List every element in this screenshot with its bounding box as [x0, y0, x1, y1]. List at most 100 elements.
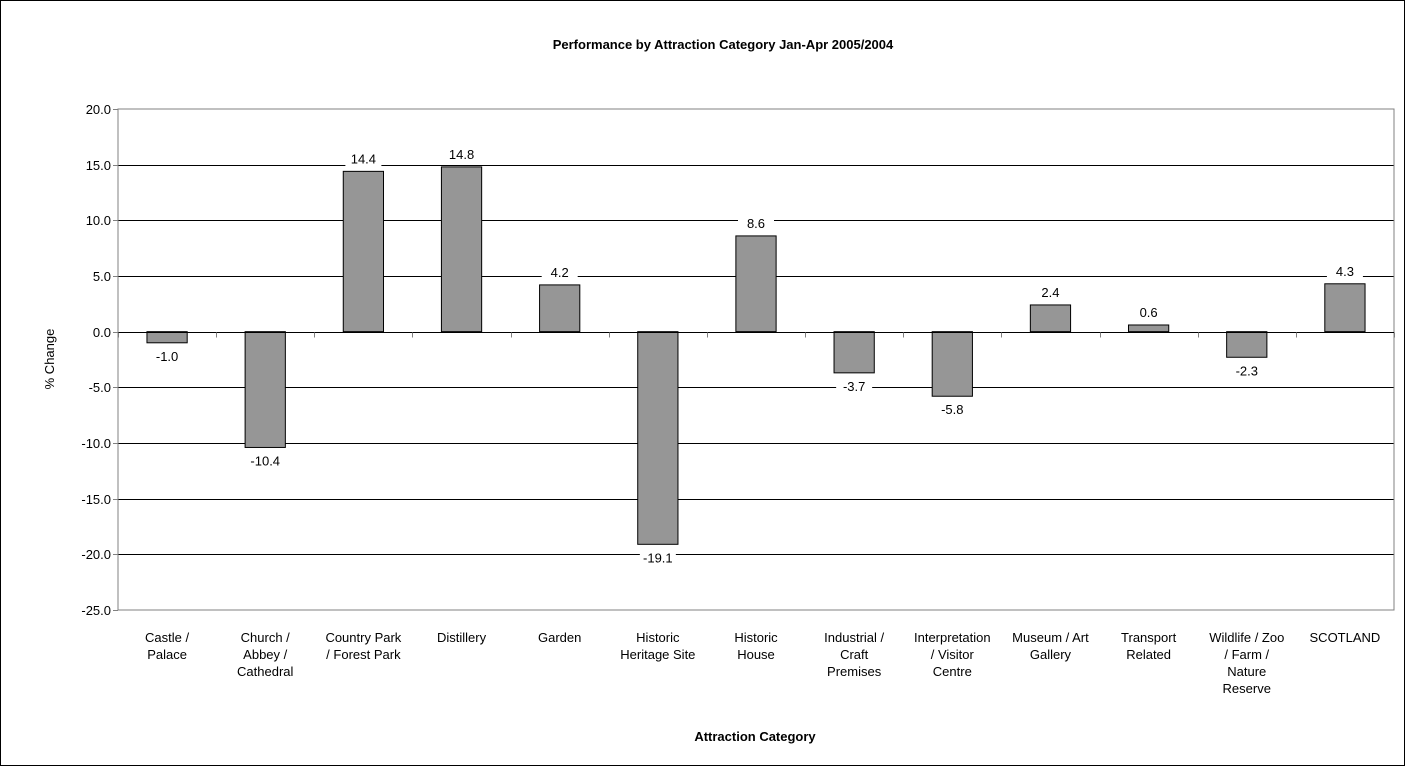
bar [1029, 304, 1072, 333]
category-label-line: / Forest Park [326, 647, 401, 662]
bar [931, 331, 973, 397]
category-label-line: Industrial / [824, 630, 884, 645]
category-label-line: Transport [1121, 630, 1177, 645]
data-label-bg [443, 145, 480, 163]
y-tick-label: 0.0 [93, 325, 111, 340]
bar [244, 331, 286, 448]
data-label-bg [247, 452, 284, 470]
category-label: Castle / Palace [145, 630, 189, 662]
category-label-line: Distillery [437, 630, 487, 645]
category-label: Museum / Art Gallery [1012, 630, 1089, 662]
x-axis-title: Attraction Category [694, 729, 816, 744]
category-label: Historic Heritage Site [620, 630, 695, 662]
data-label: -2.3 [1236, 363, 1258, 378]
category-label-line: Palace [147, 647, 187, 662]
category-label-line: / Visitor [931, 647, 975, 662]
data-label: 4.3 [1336, 264, 1354, 279]
bars [146, 166, 1366, 545]
category-label-line: Gallery [1030, 647, 1072, 662]
data-label: 14.8 [449, 147, 474, 162]
data-label: -3.7 [843, 379, 865, 394]
chart-title: Performance by Attraction Category Jan-A… [553, 37, 894, 52]
category-label-line: Country Park [325, 630, 401, 645]
data-label-bg [836, 377, 873, 395]
bar [440, 166, 483, 333]
data-label-bg [1228, 362, 1265, 380]
category-label: Industrial / Craft Premises [824, 630, 884, 679]
category-label-line: Garden [538, 630, 581, 645]
y-tick-label: -10.0 [81, 436, 111, 451]
bar [1127, 324, 1170, 333]
category-label-line: Heritage Site [620, 647, 695, 662]
category-label-line: Historic [636, 630, 680, 645]
y-tick-labels: 20.0 15.0 10.0 5.0 0.0 -5.0 -10.0 -15.0 -20.0 -25… [81, 102, 111, 618]
y-tick-label: -15.0 [81, 492, 111, 507]
bar [833, 331, 875, 374]
y-axis-title: % Change [42, 329, 57, 390]
category-label: SCOTLAND [1310, 630, 1381, 645]
bar [539, 284, 581, 333]
category-label-line: Premises [827, 664, 882, 679]
category-label: Garden [538, 630, 581, 645]
data-label-bg [541, 263, 578, 281]
category-label-line: Wildlife / Zoo [1209, 630, 1284, 645]
category-label-line: Nature [1227, 664, 1266, 679]
data-label-bg [345, 150, 382, 168]
bar [342, 170, 385, 333]
category-label-line: / Farm / [1224, 647, 1269, 662]
y-tick-label: 10.0 [86, 213, 111, 228]
data-label-bg [738, 214, 774, 232]
category-label: Church / Abbey / Cathedral [237, 630, 293, 679]
category-label-line: House [737, 647, 775, 662]
bar [146, 331, 188, 344]
data-labels: -1.0 -10.4 14.4 14.8 4.2 -19.1 8.6 -3.7 -5.8 2.4 0… [149, 145, 1363, 567]
category-label-line: Craft [840, 647, 869, 662]
y-tick-label: -25.0 [81, 603, 111, 618]
category-label-line: Cathedral [237, 664, 293, 679]
data-label: -19.1 [643, 550, 673, 565]
bar [735, 235, 777, 333]
y-tick-label: 20.0 [86, 102, 111, 117]
data-label-bg [149, 347, 186, 365]
data-label: 4.2 [551, 265, 569, 280]
data-label: 0.6 [1140, 305, 1158, 320]
category-label-line: Historic [734, 630, 778, 645]
data-label-bg [639, 549, 676, 567]
data-label: 2.4 [1041, 285, 1059, 300]
category-label: Wildlife / Zoo / Farm / Nature Reserve [1209, 630, 1284, 696]
category-label-line: Related [1126, 647, 1171, 662]
data-label: -1.0 [156, 349, 178, 364]
data-label-bg [1130, 303, 1167, 321]
y-tick-label: 15.0 [86, 158, 111, 173]
category-label-line: SCOTLAND [1310, 630, 1381, 645]
category-label-line: Centre [933, 664, 972, 679]
category-label-line: Reserve [1223, 681, 1271, 696]
category-label-line: Castle / [145, 630, 189, 645]
category-label: Country Park / Forest Park [325, 630, 401, 662]
y-tick-label: 5.0 [93, 269, 111, 284]
data-label: 14.4 [351, 151, 376, 166]
plot-area-border [117, 108, 1395, 611]
category-label: Interpretation / Visitor Centre [914, 630, 991, 679]
category-label: Historic House [734, 630, 778, 662]
bar [1324, 283, 1366, 333]
data-label: -5.8 [941, 402, 963, 417]
y-tick-label: -5.0 [89, 380, 111, 395]
data-label-bg [934, 401, 971, 419]
data-label-bg [1326, 262, 1363, 280]
category-labels: Castle / Palace Church / Abbey / Cathedral Co… [145, 630, 1380, 696]
category-label-line: Abbey / [243, 647, 287, 662]
category-label-line: Interpretation [914, 630, 991, 645]
category-label: Distillery [437, 630, 487, 645]
category-label-line: Church / [241, 630, 291, 645]
bar [1226, 331, 1268, 358]
bar [637, 331, 679, 545]
data-label: 8.6 [747, 216, 765, 231]
data-label-bg [1032, 283, 1069, 301]
category-label-line: Museum / Art [1012, 630, 1089, 645]
y-tick-label: -20.0 [81, 547, 111, 562]
data-label: -10.4 [250, 453, 280, 468]
axes [113, 108, 1395, 611]
